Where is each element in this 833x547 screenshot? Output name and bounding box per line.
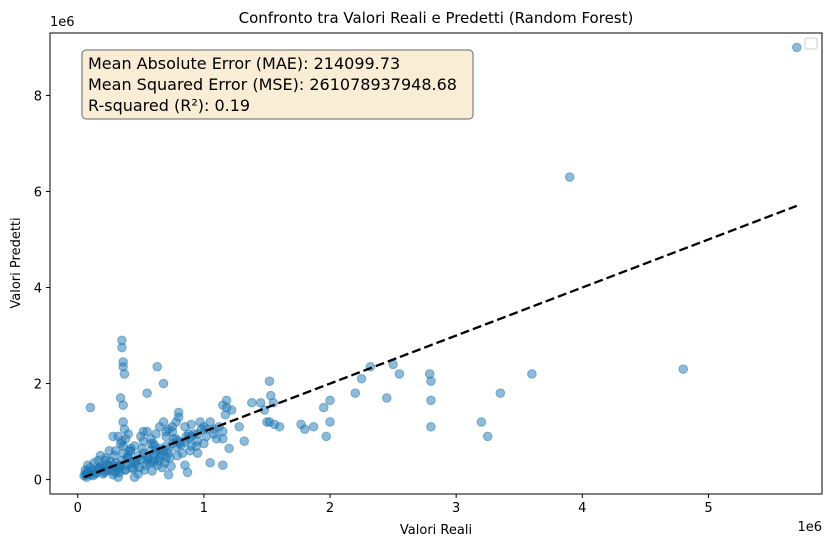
scatter-point <box>791 42 802 53</box>
scatter-point <box>527 369 537 379</box>
scatter-point <box>239 436 250 446</box>
axes: 0 1 2 3 4 5 0 2 4 6 8 <box>34 89 713 516</box>
x-offset-label: 1e6 <box>797 520 822 535</box>
scatter-point <box>113 472 123 482</box>
scatter-point <box>205 457 216 468</box>
scatter-point <box>95 450 106 461</box>
x-tick-label: 5 <box>704 501 712 516</box>
scatter-point <box>108 431 118 442</box>
y-tick-label: 8 <box>34 89 42 104</box>
y-axis-label: Valori Predetti <box>9 217 24 308</box>
scatter-point <box>495 388 506 398</box>
scatter-point <box>120 433 131 444</box>
scatter-point <box>133 469 144 479</box>
x-tick-label: 0 <box>74 501 82 516</box>
scatter-point <box>173 407 184 418</box>
y-tick-label: 6 <box>34 185 42 200</box>
scatter-point <box>394 369 405 379</box>
scatter-point <box>186 441 197 451</box>
scatter-point <box>318 402 329 413</box>
scatter-point <box>138 426 149 437</box>
scatter-point <box>264 376 275 386</box>
scatter-point <box>356 373 367 384</box>
scatter-point <box>218 460 228 470</box>
stats-r2: R-squared (R²): 0.19 <box>88 96 250 115</box>
scatter-point <box>118 400 128 410</box>
x-tick-label: 3 <box>452 501 460 516</box>
scatter-point <box>296 419 306 430</box>
scatter-point <box>158 417 169 427</box>
scatter-point <box>564 172 575 182</box>
scatter-point <box>166 461 176 471</box>
scatter-point <box>325 417 335 427</box>
scatter-point <box>142 455 152 466</box>
scatter-point <box>476 417 487 427</box>
scatter-point <box>163 469 174 480</box>
scatter-point <box>161 426 171 437</box>
scatter-point <box>424 369 435 379</box>
reference-line <box>83 204 798 479</box>
x-tick-label: 1 <box>200 501 208 516</box>
scatter-point <box>195 417 205 427</box>
chart-title: Confronto tra Valori Reali e Predetti (R… <box>239 9 634 27</box>
scatter-point <box>226 405 237 415</box>
scatter-point <box>224 443 234 454</box>
scatter-point <box>482 431 493 442</box>
x-axis-label: Valori Reali <box>400 523 472 538</box>
scatter-point <box>234 421 245 432</box>
legend-box <box>804 37 818 50</box>
scatter-point <box>678 364 689 374</box>
scatter-point <box>247 397 257 408</box>
y-tick-label: 0 <box>34 474 42 489</box>
stats-mse: Mean Squared Error (MSE): 261078937948.6… <box>88 75 457 94</box>
y-tick-label: 2 <box>34 378 42 393</box>
scatter-point <box>171 417 181 427</box>
scatter-point <box>308 421 319 432</box>
x-tick-label: 4 <box>578 501 586 516</box>
scatter-point <box>426 395 436 406</box>
scatter-point <box>142 388 152 398</box>
scatter-point <box>85 402 96 413</box>
scatter-point <box>218 400 228 410</box>
scatter-point <box>119 369 130 379</box>
plot-frame <box>49 32 823 495</box>
scatter-point <box>158 378 169 389</box>
scatter-point <box>154 453 165 463</box>
scatter-point <box>192 448 203 458</box>
scatter-point <box>220 409 231 420</box>
y-tick-label: 4 <box>34 282 42 297</box>
scatter-point <box>321 431 332 442</box>
stats-box: Mean Absolute Error (MAE): 214099.73 Mea… <box>81 49 474 120</box>
stats-box-background <box>81 49 474 120</box>
scatter-point <box>125 445 136 456</box>
scatter-point <box>117 335 127 346</box>
scatter-point <box>209 429 219 439</box>
scatter-point <box>186 419 197 430</box>
scatter-point <box>426 421 436 432</box>
scatter-point <box>382 393 392 403</box>
y-offset-label: 1e6 <box>50 15 75 30</box>
scatter-point <box>274 421 285 432</box>
scatter-point <box>147 466 157 476</box>
scatter-point <box>152 361 163 372</box>
scatter-point <box>350 388 361 398</box>
scatter-point <box>104 445 115 456</box>
scatter-point <box>146 438 156 449</box>
scatter-point <box>182 467 193 478</box>
stats-mae: Mean Absolute Error (MAE): 214099.73 <box>88 54 400 73</box>
scatter-point <box>119 424 130 434</box>
scatter-point <box>325 395 335 406</box>
x-tick-label: 2 <box>326 501 334 516</box>
scatter-point <box>218 433 228 444</box>
